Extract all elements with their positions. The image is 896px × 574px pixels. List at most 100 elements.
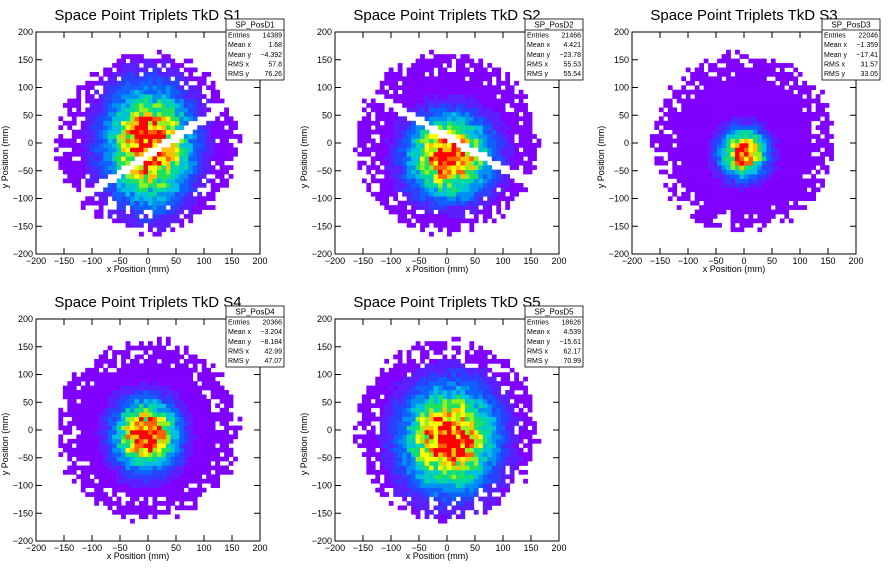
heatmap-cell [388,156,394,162]
heatmap-cell [121,125,126,130]
heatmap-cell [71,385,77,391]
heatmap-cell [143,169,149,175]
heatmap-cell [224,390,229,395]
heatmap-cell [201,134,207,139]
heatmap-cell [89,138,95,144]
heatmap-cell [806,151,812,157]
heatmap-cell [165,85,171,91]
heatmap-cell [681,165,687,170]
heatmap-cell [406,492,412,497]
heatmap-cell [397,94,403,99]
heatmap-cell [71,165,77,170]
heatmap-cell [721,107,727,113]
heatmap-cell [71,103,77,108]
heatmap-cell [429,160,434,166]
heatmap-cell [779,85,785,91]
heatmap-cell [130,474,135,480]
heatmap-cell [451,54,457,59]
heatmap-cell [393,160,399,166]
heatmap-cell [406,390,412,395]
heatmap-cell [406,376,412,382]
heatmap-cell [447,191,452,197]
heatmap-cell [685,129,691,135]
heatmap-cell [143,214,149,219]
heatmap-cell [170,350,176,355]
heatmap-cell [215,174,220,179]
heatmap-cell [420,67,425,73]
heatmap-cell [779,103,785,108]
heatmap-cell [676,116,682,122]
heatmap-cell [98,120,104,126]
heatmap-cell [361,138,367,144]
heatmap-cell [726,111,731,117]
heatmap-cell [766,187,772,193]
heatmap-cell [415,169,421,175]
heatmap-cell [411,76,416,82]
heatmap-cell [210,85,216,91]
heatmap-cell [514,147,519,153]
x-tick-label: 200 [252,543,267,553]
heatmap-cell [379,85,385,91]
heatmap-cell [197,160,203,166]
heatmap-cell [685,107,691,113]
heatmap-cell [71,174,77,179]
heatmap-cell [451,147,457,153]
heatmap-cell [139,138,144,144]
heatmap-cell [148,174,153,179]
heatmap-cell [67,143,73,148]
heatmap-cell [726,156,731,162]
heatmap-cell [210,478,216,484]
heatmap-cell [384,430,390,435]
heatmap-cell [139,178,144,184]
heatmap-cell [429,196,434,202]
heatmap-cell [112,111,117,117]
heatmap-cell [820,107,825,113]
heatmap-cell [375,107,381,113]
heatmap-cell [685,120,691,126]
heatmap-cell [397,350,403,355]
heatmap-cell [116,63,122,68]
heatmap-cell [143,398,149,404]
heatmap-cell [366,151,372,157]
heatmap-cell [62,385,68,391]
heatmap-cell [170,372,176,378]
heatmap-cell [85,120,91,126]
heatmap-cell [134,474,140,480]
heatmap-cell [148,434,153,440]
heatmap-cell [726,165,731,170]
heatmap-cell [402,492,407,497]
heatmap-cell [165,492,171,497]
heatmap-cell [170,116,176,122]
heatmap-cell [143,425,149,431]
heatmap-cell [112,89,117,95]
heatmap-cell [455,89,461,95]
heatmap-cell [424,111,430,117]
heatmap-cell [703,80,709,86]
heatmap-cell [85,376,91,382]
heatmap-cell [402,447,407,453]
heatmap-cell [139,231,144,237]
heatmap-cell [429,205,434,210]
heatmap-cell [433,120,439,126]
heatmap-cell [478,103,484,108]
heatmap-cell [76,160,82,166]
heatmap-cell [85,178,91,184]
heatmap-cell [62,143,68,148]
heatmap-cell [429,80,434,86]
heatmap-cell [125,474,131,480]
heatmap-cell [215,452,220,457]
heatmap-cell [130,209,135,215]
heatmap-cell [384,143,390,148]
heatmap-cell [793,116,799,122]
heatmap-cell [116,151,122,157]
heatmap-cell [775,134,781,139]
heatmap-cell [103,381,108,386]
heatmap-cell [748,134,754,139]
heatmap-cell [766,182,772,188]
heatmap-cell [179,116,185,122]
stats-row-label: Mean y [824,52,847,59]
heatmap-cell [752,120,758,126]
heatmap-cell [397,134,403,139]
heatmap-cell [442,85,448,91]
heatmap-cell [721,94,727,99]
